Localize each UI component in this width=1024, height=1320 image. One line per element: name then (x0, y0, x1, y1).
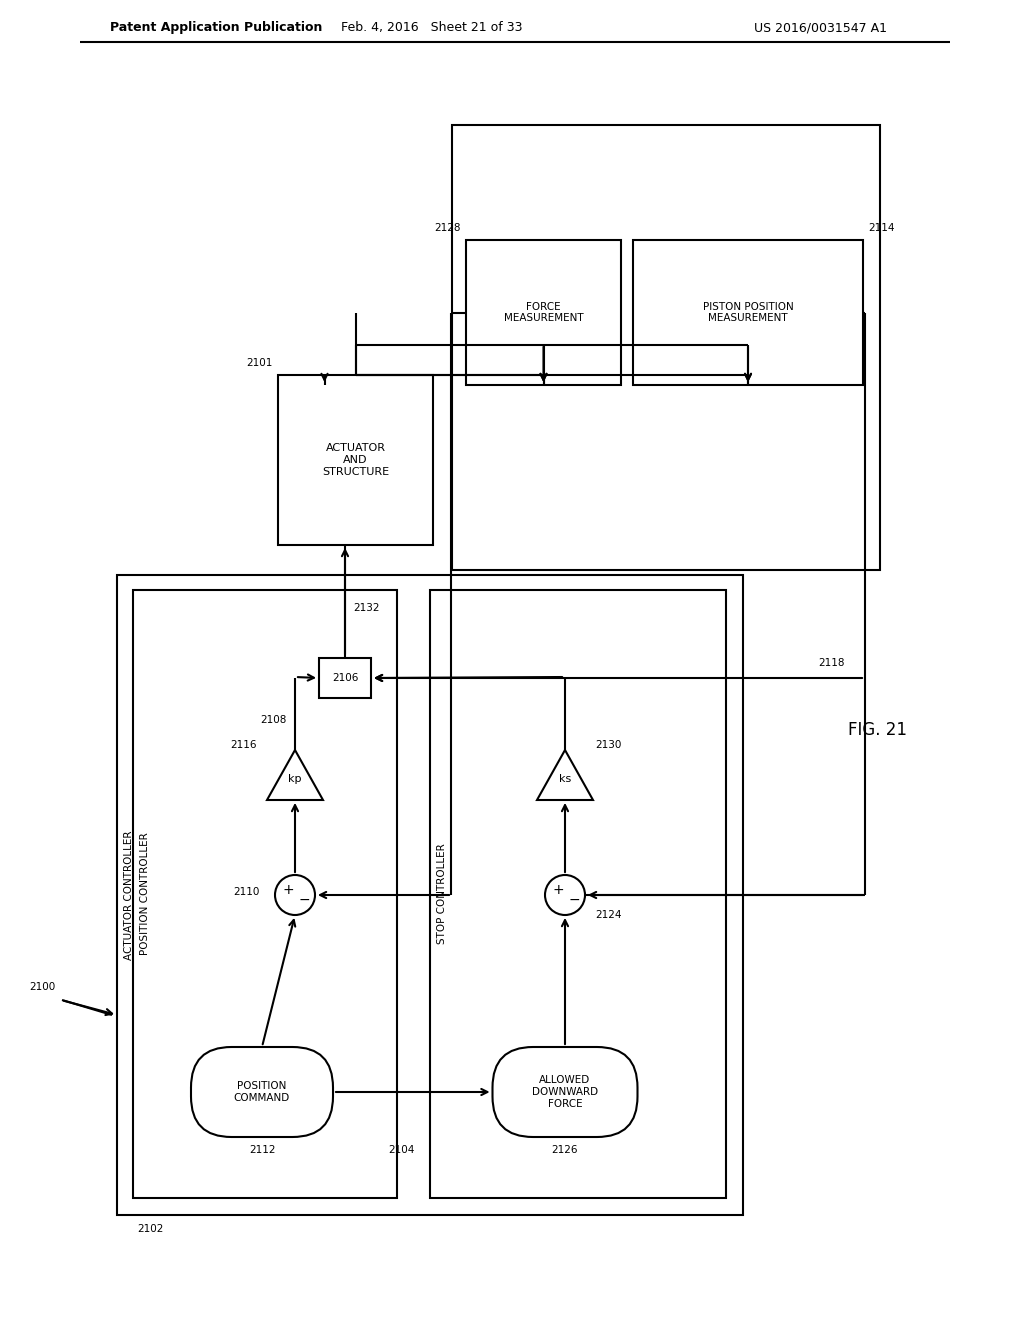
Text: 2130: 2130 (595, 741, 622, 750)
Bar (133, 590, 397, 1199)
Text: ACTUATOR CONTROLLER: ACTUATOR CONTROLLER (124, 830, 134, 960)
Bar (278, 375, 433, 545)
Bar (633, 240, 863, 385)
Text: 2104: 2104 (388, 1144, 415, 1155)
FancyBboxPatch shape (191, 1047, 333, 1137)
Text: POSITION
COMMAND: POSITION COMMAND (233, 1081, 290, 1102)
Text: 2132: 2132 (353, 603, 380, 612)
Text: FIG. 21: FIG. 21 (849, 721, 907, 739)
Text: +: + (283, 883, 294, 898)
Circle shape (275, 875, 315, 915)
Circle shape (545, 875, 585, 915)
Text: STOP CONTROLLER: STOP CONTROLLER (437, 843, 447, 944)
Text: FORCE
MEASUREMENT: FORCE MEASUREMENT (504, 302, 584, 323)
Text: Patent Application Publication: Patent Application Publication (110, 21, 323, 34)
Text: 2116: 2116 (230, 741, 257, 750)
Text: 2102: 2102 (137, 1224, 164, 1234)
Text: 2110: 2110 (233, 887, 260, 898)
Text: 2126: 2126 (552, 1144, 579, 1155)
Bar (430, 590, 726, 1199)
Text: US 2016/0031547 A1: US 2016/0031547 A1 (754, 21, 887, 34)
FancyBboxPatch shape (493, 1047, 638, 1137)
Text: Feb. 4, 2016   Sheet 21 of 33: Feb. 4, 2016 Sheet 21 of 33 (341, 21, 522, 34)
Bar (117, 576, 743, 1214)
Text: −: − (568, 894, 580, 907)
Text: 2124: 2124 (595, 909, 622, 920)
Text: POSITION CONTROLLER: POSITION CONTROLLER (140, 833, 150, 956)
Text: 2114: 2114 (868, 223, 895, 234)
Text: 2100: 2100 (29, 982, 55, 993)
Polygon shape (267, 750, 323, 800)
Bar (466, 240, 621, 385)
Text: kp: kp (288, 774, 302, 784)
Text: ALLOWED
DOWNWARD
FORCE: ALLOWED DOWNWARD FORCE (531, 1076, 598, 1109)
Bar (319, 657, 371, 698)
Text: 2106: 2106 (332, 673, 358, 682)
Text: +: + (552, 883, 564, 898)
Text: 2112: 2112 (249, 1144, 275, 1155)
Text: 2101: 2101 (247, 358, 273, 368)
Polygon shape (537, 750, 593, 800)
Text: −: − (298, 894, 310, 907)
Text: ACTUATOR
AND
STRUCTURE: ACTUATOR AND STRUCTURE (322, 444, 389, 477)
Text: 2128: 2128 (434, 223, 461, 234)
Text: PISTON POSITION
MEASUREMENT: PISTON POSITION MEASUREMENT (702, 302, 794, 323)
Text: ks: ks (559, 774, 571, 784)
Text: 2108: 2108 (261, 715, 287, 725)
Text: 2118: 2118 (818, 657, 845, 668)
Bar (452, 125, 880, 570)
